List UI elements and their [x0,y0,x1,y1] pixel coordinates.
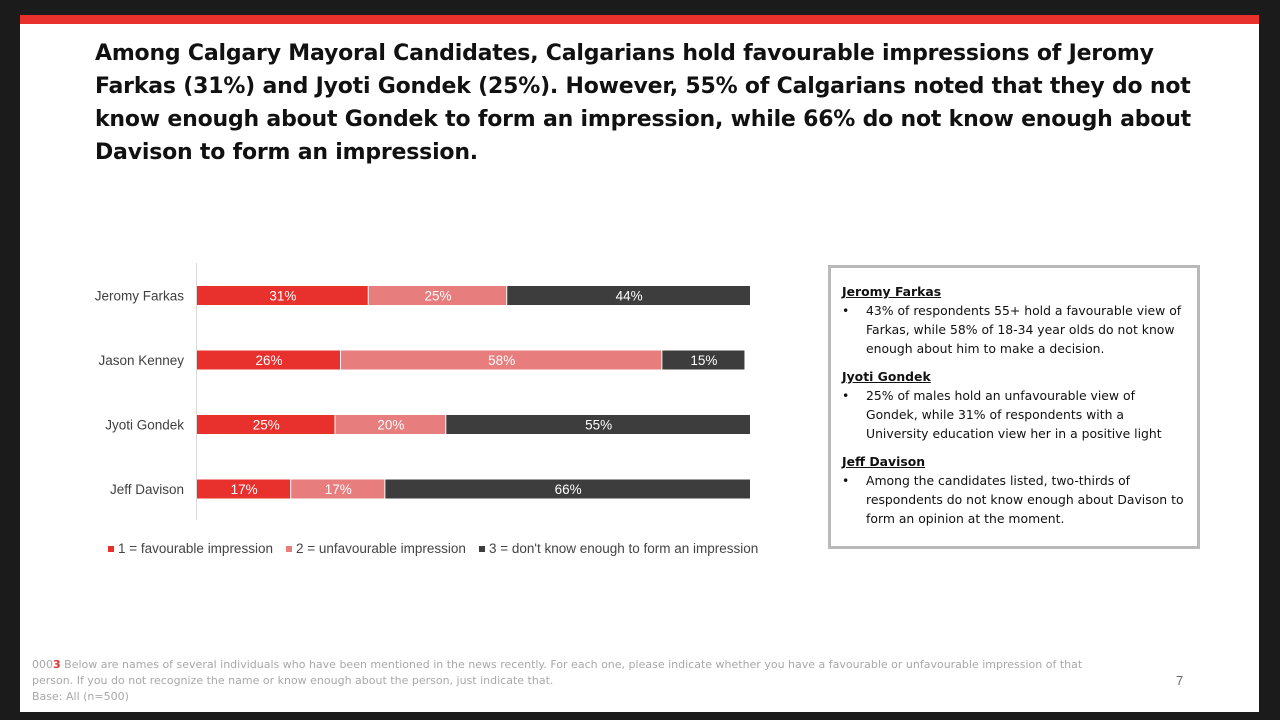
category-label: Jeff Davison [110,482,184,497]
note-bullet: • 43% of respondents 55+ hold a favourab… [842,301,1187,358]
slide: Among Calgary Mayoral Candidates, Calgar… [20,15,1259,712]
note-bullet: • Among the candidates listed, two-third… [842,471,1187,528]
legend-item: 3 = don't know enough to form an impress… [478,541,759,556]
bar-segment [385,479,750,499]
data-label: 31% [269,289,296,304]
accent-bar [20,15,1259,24]
data-label: 44% [616,289,643,304]
data-label: 66% [555,482,582,497]
data-label: 55% [585,418,612,433]
category-label: Jason Kenney [98,353,184,368]
bar-segment [197,479,291,499]
data-label: 17% [231,482,258,497]
bar-segment [335,415,446,434]
legend-label: 2 = unfavourable impression [295,541,466,556]
page-title: Among Calgary Mayoral Candidates, Calgar… [95,41,1191,165]
legend-label: 1 = favourable impression [118,541,273,556]
data-label: 15% [690,353,717,368]
category-label: Jeromy Farkas [95,289,185,304]
question-text: Below are names of several individuals w… [32,658,1083,687]
bullet-icon: • [842,388,850,403]
bar-segment [446,415,750,434]
note-title: Jeff Davison [842,454,926,469]
legend-label: 3 = don't know enough to form an impress… [488,541,759,556]
data-label: 20% [377,418,404,433]
chart-legend: 1 = favourable impression 2 = unfavourabl… [108,541,758,556]
data-label: 58% [488,353,515,368]
stacked-bar-chart: Jeromy Farkas 31% 25% 44% Jason Kenney 26% 58%… [95,263,750,520]
note-title: Jyoti Gondek [842,369,931,384]
bar-segment [197,415,335,434]
data-label: 17% [325,482,352,497]
bar-segment [197,350,341,370]
legend-swatch [285,545,292,552]
legend-item: 2 = unfavourable impression [285,541,466,556]
question-code-prefix: 000 [32,658,53,671]
bar-segment [197,286,368,305]
bar-segment [368,286,507,305]
note-bullet: • 25% of males hold an unfavourable view… [842,386,1187,443]
bar-segment [291,479,385,499]
notes-box: Jeromy Farkas • 43% of respondents 55+ h… [828,265,1200,549]
note-davison: Jeff Davison • Among the candidates list… [842,452,1187,528]
data-label: 26% [256,353,283,368]
data-label: 25% [424,289,451,304]
legend-swatch [108,545,114,552]
page-number: 7 [1176,673,1184,688]
note-farkas: Jeromy Farkas • 43% of respondents 55+ h… [842,282,1187,358]
bullet-icon: • [842,303,850,318]
bullet-icon: • [842,473,850,488]
legend-item: 1 = favourable impression [108,541,273,556]
bar-segment [662,350,745,370]
note-text: 43% of respondents 55+ hold a favourable… [866,303,1182,356]
note-gondek: Jyoti Gondek • 25% of males hold an unfa… [842,367,1187,443]
category-label: Jyoti Gondek [105,418,184,433]
note-text: Among the candidates listed, two-thirds … [866,473,1184,526]
data-label: 25% [253,418,280,433]
bar-segment [507,286,750,305]
bar-segment [341,350,662,370]
note-text: 25% of males hold an unfavourable view o… [866,388,1162,441]
question-code-number: 3 [53,658,61,671]
footer-question: 0003 Below are names of several individu… [32,657,1122,705]
note-title: Jeromy Farkas [842,284,942,299]
base-text: Base: All (n=500) [32,690,129,703]
legend-swatch [478,545,485,552]
